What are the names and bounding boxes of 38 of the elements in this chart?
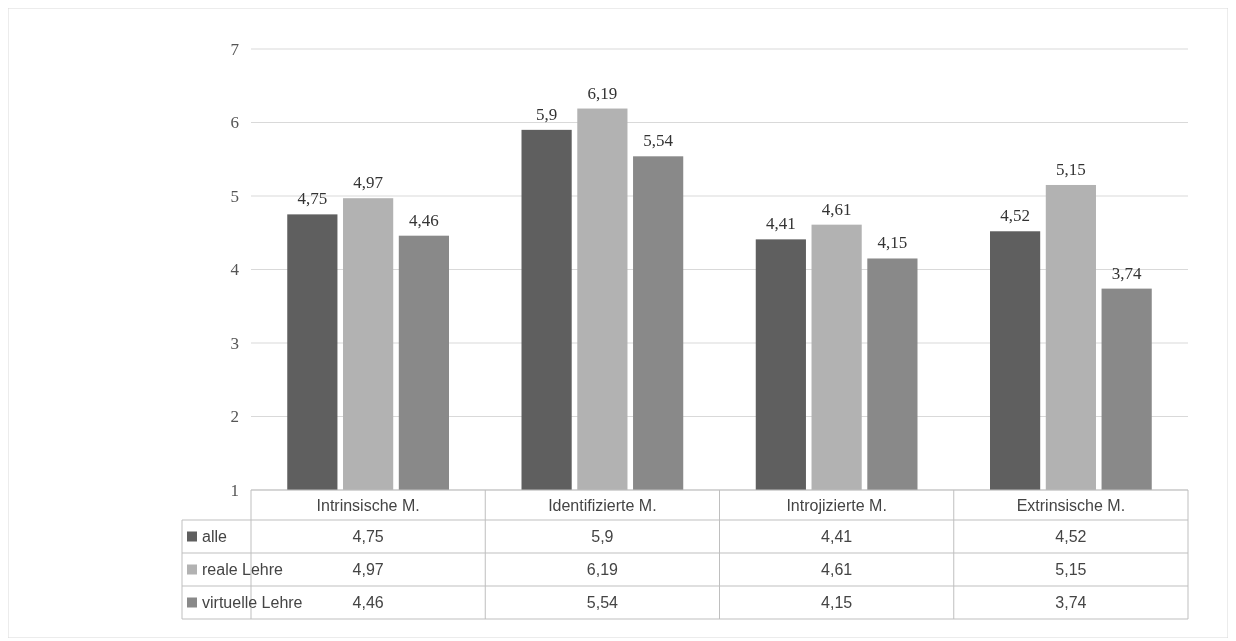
text: 4,97 [353,173,383,193]
data-label: 5,15 [1055,561,1087,579]
legend-label: alle [202,528,228,546]
text: 4,52 [1000,206,1030,226]
y-tick-label: 6 [230,113,239,133]
x-tick-label: Intrinsische M. [316,496,420,514]
text: 5,9 [535,104,558,124]
text: 4,46 [409,210,439,230]
y-tick-label: 2 [230,407,239,427]
text: 5,15 [1056,159,1086,179]
data-label: 4,15 [821,594,853,612]
data-label: 6,19 [586,561,619,579]
y-tick-label: 5 [230,186,239,206]
text: 6,19 [587,83,618,103]
data-label: 4,97 [352,561,384,579]
x-tick-label: Introjizierte M. [786,496,887,514]
data-label: 4,41 [821,528,853,546]
text: 4,41 [765,214,796,234]
data-label: 4,52 [1055,528,1087,546]
data-label: 5,54 [586,594,619,612]
data-label: 4,75 [352,528,384,546]
legend-label: virtuelle Lehre [202,594,303,612]
text: 4,61 [821,199,852,219]
data-label: 5,9 [591,528,614,546]
x-tick-label: Identifizierte M. [548,496,657,514]
y-tick-label: 7 [230,39,240,59]
text: 4,75 [297,189,328,209]
text: 5,54 [643,131,674,151]
data-label: 3,74 [1055,594,1087,612]
text: 4,15 [877,233,908,253]
y-tick-label: 3 [230,333,239,353]
legend-label: reale Lehre [202,561,284,579]
data-label: 4,46 [352,594,384,612]
y-tick-label: 1 [230,480,239,500]
text: 3,74 [1111,263,1142,283]
x-tick-label: Extrinsische M. [1016,496,1126,514]
y-tick-label: 4 [230,260,240,280]
data-label: 4,61 [821,561,853,579]
